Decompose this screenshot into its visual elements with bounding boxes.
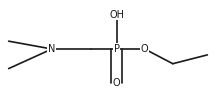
Text: O: O bbox=[141, 44, 149, 54]
Text: OH: OH bbox=[109, 10, 124, 20]
Text: N: N bbox=[48, 44, 56, 54]
Text: O: O bbox=[113, 78, 121, 88]
Text: P: P bbox=[114, 44, 120, 54]
